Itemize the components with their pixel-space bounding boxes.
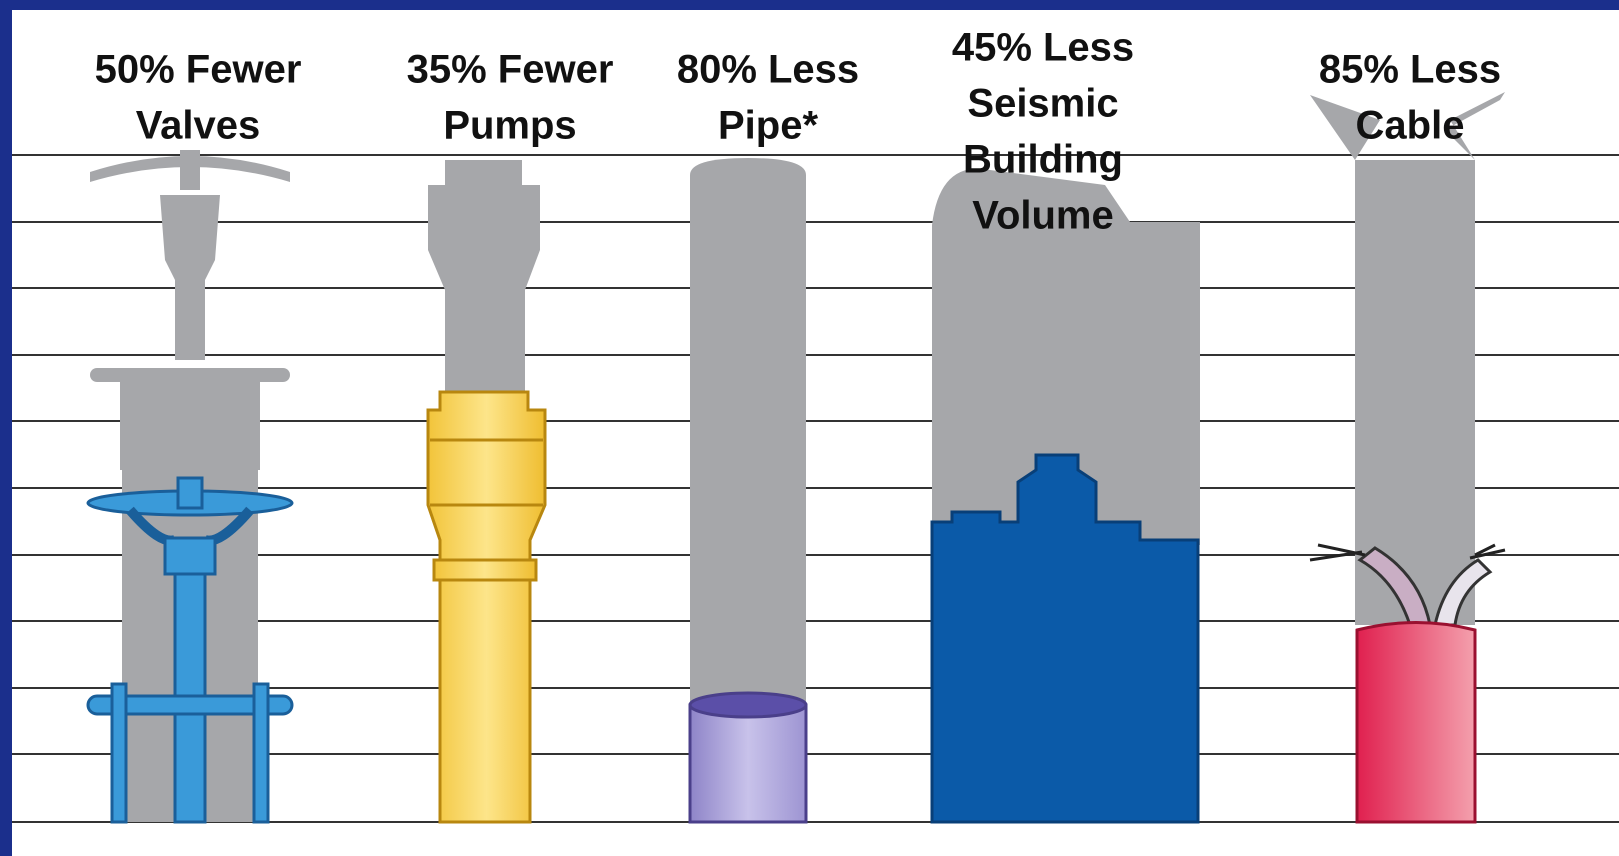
item-label: Pumps <box>443 104 576 148</box>
item-label: 45% Less <box>952 26 1134 70</box>
item-label: Volume <box>972 194 1114 238</box>
pump-icon <box>428 160 545 822</box>
page: 50% Fewer Valves 35% Fewer Pumps 80% Less Pip… <box>0 0 1619 856</box>
building-icon <box>932 169 1200 822</box>
item-label: Seismic <box>967 82 1118 126</box>
item-label: Cable <box>1356 104 1465 148</box>
item-label: 85% Less <box>1319 48 1501 92</box>
pipe-icon <box>690 158 806 822</box>
item-label: Building <box>963 138 1123 182</box>
infographic: 50% Fewer Valves 35% Fewer Pumps 80% Less Pip… <box>0 0 1619 856</box>
item-label: 35% Fewer <box>407 48 614 92</box>
item-label: Valves <box>136 104 261 148</box>
item-label: 80% Less <box>677 48 859 92</box>
item-label: 50% Fewer <box>95 48 302 92</box>
item-label: Pipe* <box>718 104 818 148</box>
